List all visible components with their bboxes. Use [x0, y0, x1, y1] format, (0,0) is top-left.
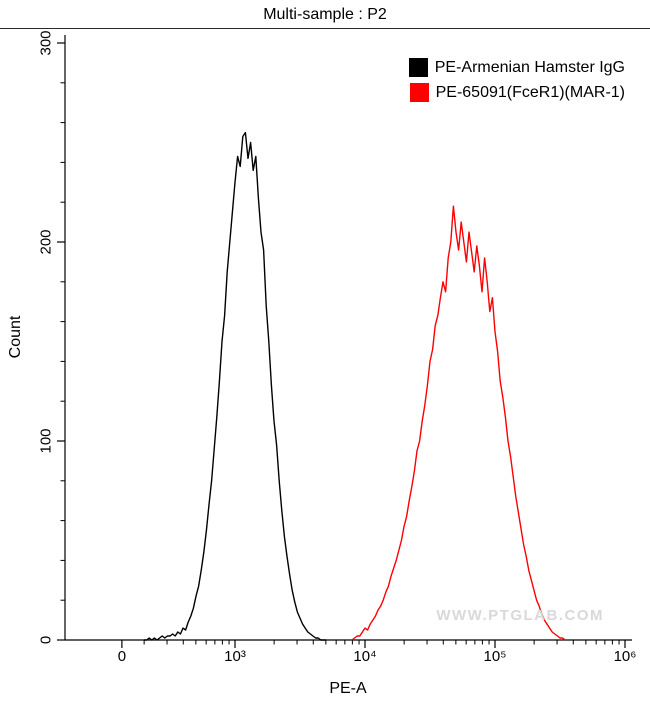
y-tick-label-200: 200: [37, 229, 55, 255]
y-tick-label-100: 100: [37, 428, 55, 454]
y-tick-label-0: 0: [37, 635, 55, 645]
chart-title: Multi-sample : P2: [263, 6, 387, 23]
x-tick-label-1e6: 10⁶: [613, 648, 637, 665]
x-axis-label: PE-A: [329, 680, 367, 697]
x-tick-label-0: 0: [117, 648, 127, 665]
y-tick-label-300: 300: [37, 30, 55, 56]
legend-swatch-black: [408, 58, 428, 77]
legend-item-control: PE-Armenian Hamster IgG: [408, 58, 625, 77]
title-divider: [0, 28, 650, 29]
legend-label-control: PE-Armenian Hamster IgG: [434, 58, 625, 76]
legend-item-antibody: PE-65091(FceR1)(MAR-1): [409, 83, 625, 102]
y-axis-label: Count: [7, 315, 24, 359]
watermark: WWW.PTGLAB.COM: [436, 607, 604, 624]
legend: PE-Armenian Hamster IgG PE-65091(FceR1)(…: [408, 58, 625, 102]
curve-control: [144, 131, 326, 641]
curve-antibody: [351, 205, 566, 641]
x-tick-label-1e4: 10⁴: [353, 648, 377, 665]
legend-label-antibody: PE-65091(FceR1)(MAR-1): [435, 83, 625, 101]
x-tick-label-1e5: 10⁵: [483, 648, 507, 665]
x-tick-label-1e3: 10³: [224, 648, 246, 665]
legend-swatch-red: [409, 83, 429, 102]
